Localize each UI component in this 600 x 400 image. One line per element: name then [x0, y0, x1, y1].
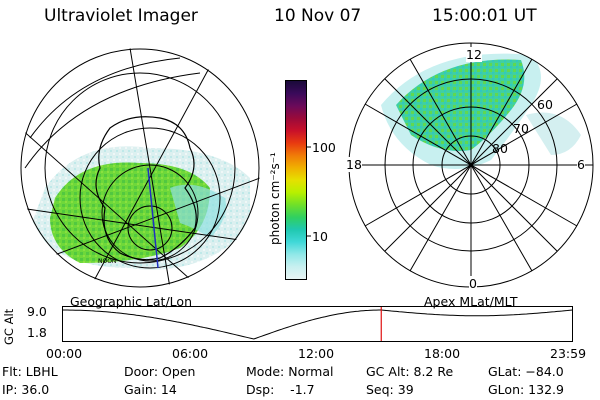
- left-map-caption: Geographic Lat/Lon: [70, 294, 192, 309]
- noon-label: NOON: [98, 258, 116, 265]
- colorbar-ticks: [306, 146, 311, 237]
- mlat-label-80: 80: [492, 141, 508, 156]
- mlat-label-60: 60: [537, 97, 553, 112]
- time-tick-2: 12:00: [298, 346, 335, 361]
- altitude-tick-max: 9.0: [27, 304, 47, 319]
- time-tick-0: 00:00: [46, 346, 83, 361]
- mlt-label-0: 0: [469, 276, 477, 291]
- gain-value: Gain: 14: [124, 382, 177, 397]
- colorbar-tick-10: 10: [312, 229, 328, 244]
- door-value: Door: Open: [124, 364, 196, 379]
- glon-value: GLon: 132.9: [488, 382, 564, 397]
- seq-value: Seq: 39: [366, 382, 414, 397]
- geographic-map: NOON: [20, 48, 260, 288]
- time-tick-4: 23:59: [550, 346, 587, 361]
- observation-date: 10 Nov 07: [274, 6, 362, 26]
- colorbar-label: photon cm⁻²s⁻¹: [268, 152, 282, 245]
- time-tick-1: 06:00: [172, 346, 209, 361]
- colorbar-tick-100: 100: [312, 140, 336, 155]
- time-tick-3: 18:00: [424, 346, 461, 361]
- observation-time: 15:00:01 UT: [432, 6, 537, 26]
- ip-value: IP: 36.0: [2, 382, 50, 397]
- mode-value: Mode: Normal: [246, 364, 334, 379]
- gc-alt-value: GC Alt: 8.2 Re: [366, 364, 454, 379]
- altitude-plot: [62, 306, 573, 342]
- mlt-label-12: 12: [466, 47, 482, 62]
- filter-value: Flt: LBHL: [2, 364, 58, 379]
- altitude-tick-min: 1.8: [27, 325, 47, 340]
- magnetic-map: [348, 42, 594, 288]
- mlt-label-6: 6: [577, 157, 585, 172]
- right-map-caption: Apex MLat/MLT: [424, 294, 518, 309]
- mlat-label-70: 70: [513, 121, 529, 136]
- instrument-title: Ultraviolet Imager: [44, 6, 198, 26]
- colorbar: [285, 80, 307, 280]
- mlt-label-18: 18: [346, 157, 362, 172]
- dsp-value: Dsp: -1.7: [246, 382, 315, 397]
- glat-value: GLat: −84.0: [488, 364, 564, 379]
- altitude-axis-label: GC Alt: [2, 308, 16, 345]
